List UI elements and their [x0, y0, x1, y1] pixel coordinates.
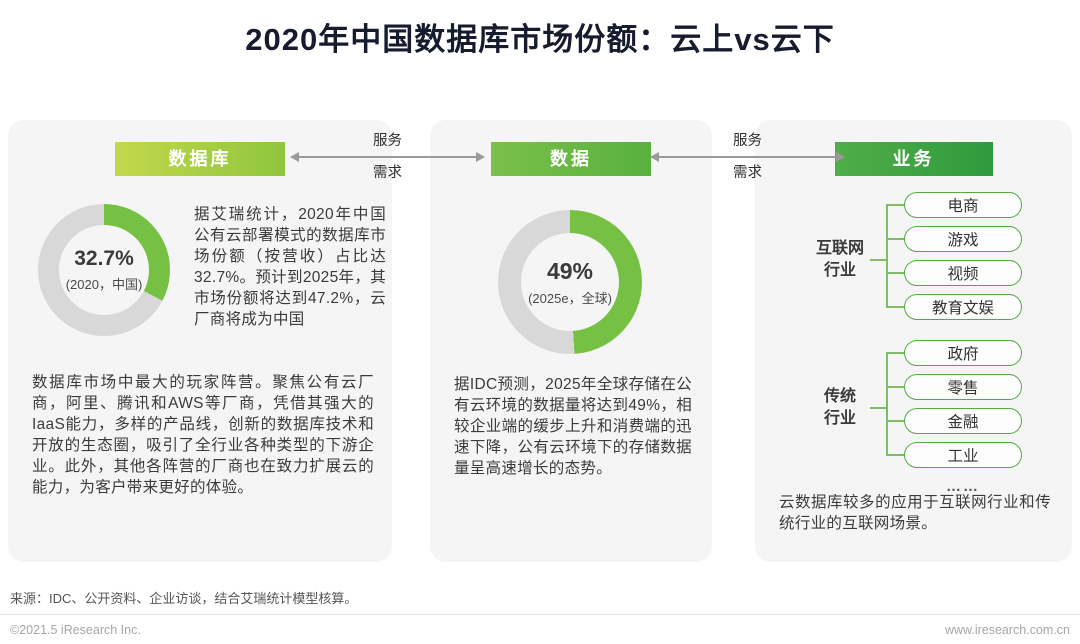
industry-box-ecommerce: 电商 — [904, 192, 1022, 218]
tree-branch: 游戏 — [886, 226, 1022, 252]
tree-group-traditional: 传统 行业 政府 零售 金融 工业 — [810, 340, 1072, 476]
data-paragraph: 据IDC预测，2025年全球存储在公有云环境的数据量将达到49%，相较企业端的缓… — [454, 376, 692, 477]
tree-branch: 零售 — [886, 374, 1022, 400]
tree-connector-line — [870, 407, 886, 409]
donut-hole: 32.7% (2020，中国) — [59, 225, 149, 315]
flow-data-business: 服务 需求 — [650, 132, 845, 182]
donut-chart-data: 49% (2025e，全球) — [498, 210, 642, 354]
tree-branches: 政府 零售 金融 工业 — [886, 340, 1022, 476]
flow-service-label: 服务 — [373, 133, 402, 149]
tree-branch: 电商 — [886, 192, 1022, 218]
tree-branch: 教育文娱 — [886, 294, 1022, 320]
business-paragraph: 云数据库较多的应用于互联网行业和传统行业的互联网场景。 — [779, 494, 1051, 532]
tree-group-internet: 互联网 行业 电商 游戏 视频 教育文娱 — [810, 192, 1072, 328]
flow-service-label: 服务 — [733, 133, 762, 149]
donut-value-data: 49% — [546, 257, 594, 284]
donut-hole: 49% (2025e，全球) — [521, 233, 619, 331]
tree-ellipsis: …… — [946, 478, 980, 495]
industry-box-retail: 零售 — [904, 374, 1022, 400]
tree-branch: 工业 — [886, 442, 1022, 468]
database-paragraph-side: 据艾瑞统计，2020年中国公有云部署模式的数据库市场份额（按营收）占比达32.7… — [194, 206, 386, 328]
donut-value-database: 32.7% — [74, 247, 134, 270]
tree-group-label-internet: 互联网 行业 — [815, 240, 864, 279]
industry-box-gaming: 游戏 — [904, 226, 1022, 252]
double-arrow-icon — [650, 152, 845, 162]
panel-business-header: 业务 — [834, 142, 993, 176]
industry-box-government: 政府 — [904, 340, 1022, 366]
tree-branches: 电商 游戏 视频 教育文娱 — [886, 192, 1022, 328]
flow-demand-label: 需求 — [733, 165, 762, 181]
tree-connector-line — [870, 259, 886, 261]
tree-branch: 视频 — [886, 260, 1022, 286]
industry-box-industrial: 工业 — [904, 442, 1022, 468]
panel-data: 数据 49% (2025e，全球) 据IDC预测，2025年全球存储在公有云环境… — [430, 120, 712, 562]
donut-caption-data: (2025e，全球) — [528, 290, 612, 306]
industry-tree: 互联网 行业 电商 游戏 视频 教育文娱 传统 行业 — [755, 192, 1072, 495]
panel-database-header: 数据库 — [115, 142, 285, 176]
panel-business: 业务 互联网 行业 电商 游戏 视频 教育文娱 传统 行业 — [755, 120, 1072, 562]
tree-branch: 金融 — [886, 408, 1022, 434]
panel-data-header: 数据 — [491, 142, 651, 176]
panel-database: 数据库 32.7% (2020，中国) 据艾瑞统计，2020年中国公有云部署模式… — [8, 120, 392, 562]
flow-demand-label: 需求 — [373, 165, 402, 181]
tree-branch: 政府 — [886, 340, 1022, 366]
page-title: 2020年中国数据库市场份额：云上vs云下 — [245, 22, 835, 57]
industry-box-finance: 金融 — [904, 408, 1022, 434]
website-link[interactable]: www.iresearch.com.cn — [944, 622, 1070, 637]
donut-caption-database: (2020，中国) — [65, 277, 143, 292]
copyright-text: ©2021.5 iResearch Inc. — [10, 622, 141, 637]
footer-bar: ©2021.5 iResearch Inc. www.iresearch.com… — [0, 614, 1080, 644]
double-arrow-icon — [290, 152, 485, 162]
industry-box-video: 视频 — [904, 260, 1022, 286]
donut-chart-database: 32.7% (2020，中国) — [38, 204, 170, 336]
tree-group-label-traditional: 传统 行业 — [823, 388, 856, 427]
database-paragraph-full: 数据库市场中最大的玩家阵营。聚焦公有云厂商，阿里、腾讯和AWS等厂商，凭借其强大… — [32, 374, 374, 496]
industry-box-education: 教育文娱 — [904, 294, 1022, 320]
source-note: 来源：IDC、公开资料、企业访谈，结合艾瑞统计模型核算。 — [10, 591, 358, 606]
flow-database-data: 服务 需求 — [290, 132, 485, 182]
